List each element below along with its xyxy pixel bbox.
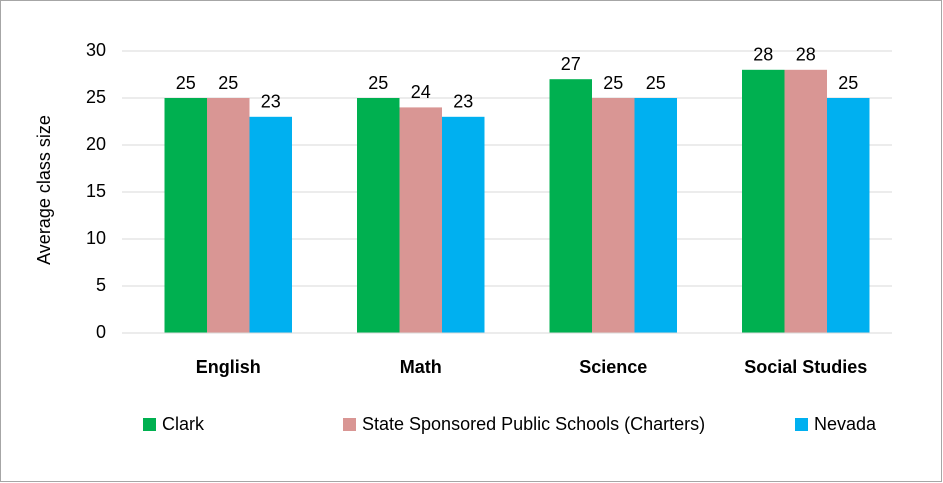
legend-swatch bbox=[795, 418, 808, 431]
bar bbox=[592, 98, 635, 333]
data-label: 25 bbox=[176, 73, 196, 93]
bar bbox=[249, 116, 292, 333]
y-tick-label: 25 bbox=[86, 87, 106, 107]
data-label: 25 bbox=[603, 73, 623, 93]
data-label: 25 bbox=[646, 73, 666, 93]
x-tick-label: Science bbox=[579, 357, 647, 377]
y-tick-label: 20 bbox=[86, 134, 106, 154]
legend-swatch bbox=[143, 418, 156, 431]
x-tick-label: English bbox=[196, 357, 261, 377]
bar bbox=[357, 98, 400, 333]
x-tick-label: Social Studies bbox=[744, 357, 867, 377]
data-label: 27 bbox=[561, 54, 581, 74]
data-label: 23 bbox=[453, 92, 473, 112]
y-axis-label: Average class size bbox=[34, 115, 54, 265]
bar bbox=[207, 98, 250, 333]
legend-label: Clark bbox=[162, 414, 205, 434]
data-label: 25 bbox=[218, 73, 238, 93]
data-label: 23 bbox=[261, 92, 281, 112]
y-tick-label: 15 bbox=[86, 181, 106, 201]
bar bbox=[442, 116, 485, 333]
bar bbox=[827, 98, 870, 333]
x-tick-label: Math bbox=[400, 357, 442, 377]
bar bbox=[784, 69, 827, 334]
data-label: 28 bbox=[796, 45, 816, 65]
data-label: 24 bbox=[411, 82, 431, 102]
y-tick-label: 30 bbox=[86, 40, 106, 60]
legend-swatch bbox=[343, 418, 356, 431]
y-tick-label: 0 bbox=[96, 322, 106, 342]
bar bbox=[742, 69, 785, 334]
data-label: 25 bbox=[838, 73, 858, 93]
data-label: 28 bbox=[753, 45, 773, 65]
bar bbox=[549, 79, 592, 333]
legend-label: State Sponsored Public Schools (Charters… bbox=[362, 414, 705, 434]
y-tick-label: 10 bbox=[86, 228, 106, 248]
bar bbox=[164, 98, 207, 333]
y-tick-label: 5 bbox=[96, 275, 106, 295]
bar bbox=[399, 107, 442, 334]
data-label: 25 bbox=[368, 73, 388, 93]
legend-label: Nevada bbox=[814, 414, 877, 434]
bar bbox=[634, 98, 677, 333]
